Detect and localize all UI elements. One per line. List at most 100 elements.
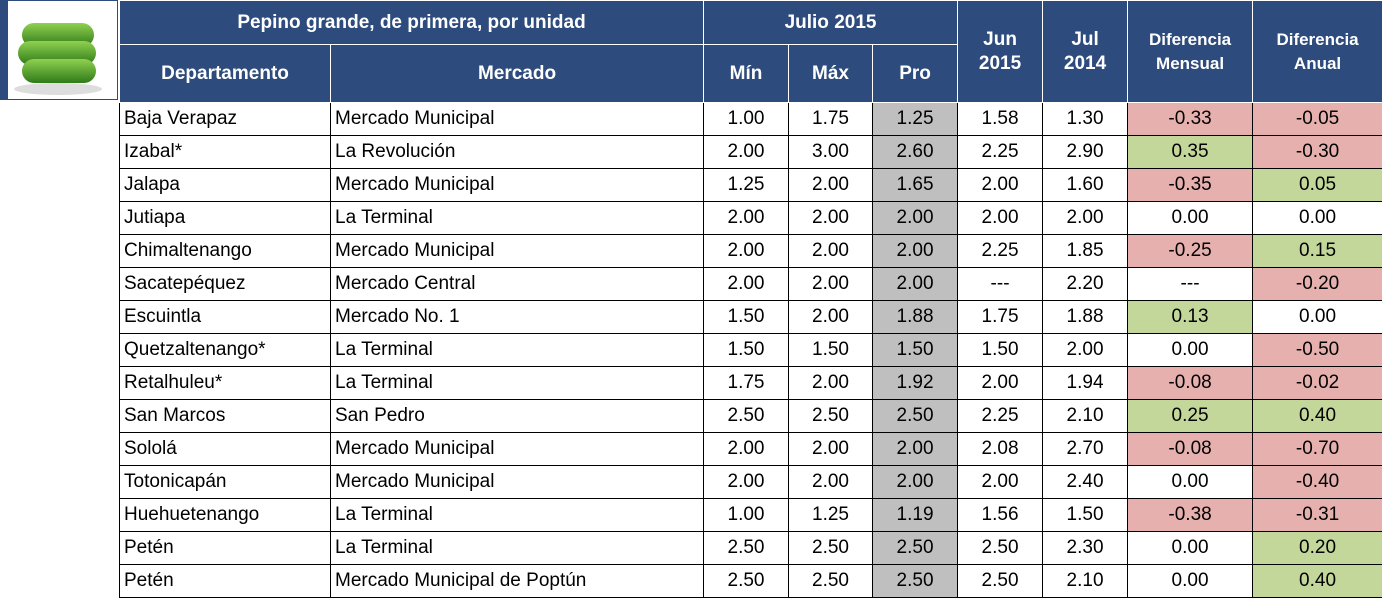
cell: -0.50 <box>1253 334 1382 367</box>
cucumber-icon <box>8 1 118 99</box>
cell: 0.40 <box>1253 565 1382 598</box>
cell: 2.00 <box>958 367 1043 400</box>
cell: -0.33 <box>1128 103 1253 136</box>
cell: Totonicapán <box>120 466 331 499</box>
cell: 2.00 <box>873 202 958 235</box>
cell: 2.00 <box>1043 334 1128 367</box>
cell: 2.10 <box>1043 400 1128 433</box>
cell: 2.08 <box>958 433 1043 466</box>
cell: 2.00 <box>704 433 789 466</box>
cell: Mercado Municipal de Poptún <box>331 565 704 598</box>
cell: 1.50 <box>873 334 958 367</box>
cell: 2.10 <box>1043 565 1128 598</box>
cell: Huehuetenango <box>120 499 331 532</box>
cell: Mercado Municipal <box>331 103 704 136</box>
cell: 2.25 <box>958 235 1043 268</box>
cell: 2.30 <box>1043 532 1128 565</box>
cell: Retalhuleu* <box>120 367 331 400</box>
cell: Chimaltenango <box>120 235 331 268</box>
cell: 2.00 <box>789 466 873 499</box>
cell: 3.00 <box>789 136 873 169</box>
cell: 1.85 <box>1043 235 1128 268</box>
cell: 1.58 <box>958 103 1043 136</box>
cell: Sololá <box>120 433 331 466</box>
page: Pepino grande, de primera, por unidad Ju… <box>0 0 1382 599</box>
cell: 0.00 <box>1253 301 1382 334</box>
cell: Mercado Municipal <box>331 169 704 202</box>
cell: 2.00 <box>704 136 789 169</box>
product-image <box>0 0 118 100</box>
cell: 1.25 <box>789 499 873 532</box>
cell: 2.25 <box>958 136 1043 169</box>
cell: 2.00 <box>704 466 789 499</box>
cell: 2.00 <box>873 433 958 466</box>
cell: -0.08 <box>1128 433 1253 466</box>
cell: 2.00 <box>789 169 873 202</box>
cell: Jalapa <box>120 169 331 202</box>
cell: 1.75 <box>958 301 1043 334</box>
cell: 1.92 <box>873 367 958 400</box>
column-header: Mín <box>704 45 789 103</box>
period-header: Julio 2015 <box>704 1 958 45</box>
cell: San Marcos <box>120 400 331 433</box>
cell: 1.88 <box>873 301 958 334</box>
cell: 2.00 <box>873 466 958 499</box>
cell: 2.50 <box>789 565 873 598</box>
cell: -0.40 <box>1253 466 1382 499</box>
cell: Quetzaltenango* <box>120 334 331 367</box>
cell: 2.00 <box>789 268 873 301</box>
cell: 1.65 <box>873 169 958 202</box>
cell: 0.00 <box>1253 202 1382 235</box>
cell: 2.00 <box>704 202 789 235</box>
cell: 2.50 <box>704 532 789 565</box>
cell: Petén <box>120 565 331 598</box>
cell: 1.30 <box>1043 103 1128 136</box>
cell: 2.00 <box>958 169 1043 202</box>
cell: 0.35 <box>1128 136 1253 169</box>
cell: -0.31 <box>1253 499 1382 532</box>
cell: La Terminal <box>331 499 704 532</box>
cell: 2.50 <box>704 400 789 433</box>
cell: 2.00 <box>789 301 873 334</box>
cell: Petén <box>120 532 331 565</box>
cell: 1.60 <box>1043 169 1128 202</box>
cell: 2.00 <box>704 268 789 301</box>
cell: 2.25 <box>958 400 1043 433</box>
cell: -0.30 <box>1253 136 1382 169</box>
cell: 1.00 <box>704 499 789 532</box>
cell: 0.00 <box>1128 565 1253 598</box>
column-header: Máx <box>789 45 873 103</box>
cell: 2.50 <box>873 400 958 433</box>
cell: La Terminal <box>331 334 704 367</box>
cell: 2.00 <box>873 235 958 268</box>
cell: Escuintla <box>120 301 331 334</box>
cell: 2.50 <box>873 532 958 565</box>
cell: 2.00 <box>789 367 873 400</box>
cell: 2.70 <box>1043 433 1128 466</box>
cell: 0.25 <box>1128 400 1253 433</box>
cell: 0.05 <box>1253 169 1382 202</box>
cell: 0.00 <box>1128 202 1253 235</box>
cell: 2.60 <box>873 136 958 169</box>
cell: 0.13 <box>1128 301 1253 334</box>
cell: La Terminal <box>331 367 704 400</box>
cell: 1.25 <box>873 103 958 136</box>
cell: 1.88 <box>1043 301 1128 334</box>
cell: La Terminal <box>331 202 704 235</box>
cell: 1.94 <box>1043 367 1128 400</box>
cell: 1.00 <box>704 103 789 136</box>
column-header: Departamento <box>120 45 331 103</box>
cell: 0.40 <box>1253 400 1382 433</box>
column-header: Mercado <box>331 45 704 103</box>
cell: 1.50 <box>1043 499 1128 532</box>
